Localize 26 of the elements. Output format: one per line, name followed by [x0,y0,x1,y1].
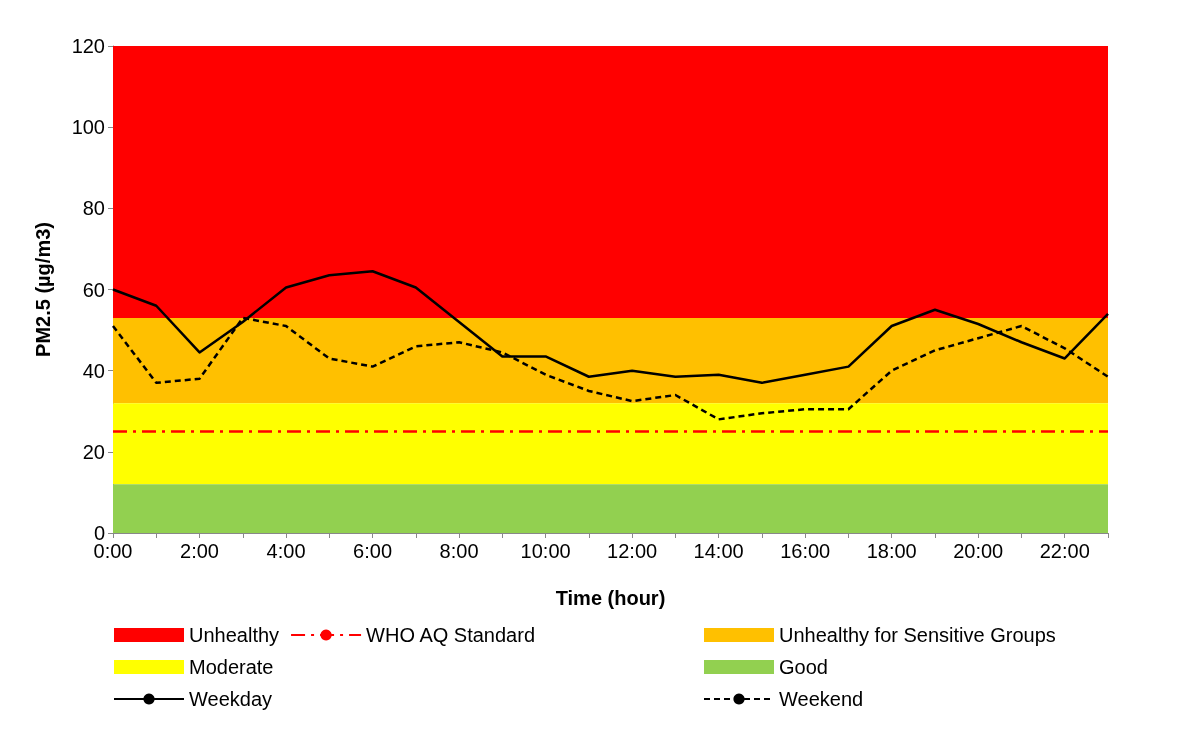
x-tick-label: 16:00 [780,540,831,562]
y-tick-label: 20 [82,440,105,463]
x-axis-title: Time (hour) [555,587,666,609]
x-tick-label: 10:00 [520,540,571,562]
legend-label: Weekday [189,688,273,710]
y-tick-label: 60 [82,278,105,301]
y-tick-label: 80 [82,197,105,220]
x-tick-label: 6:00 [353,540,393,562]
y-tick-label: 40 [82,359,105,382]
legend-label: Weekend [779,688,864,710]
legend-label: Unhealthy for Sensitive Groups [779,624,1056,646]
legend-label: Moderate [189,656,274,678]
y-tick-label: 120 [71,35,105,57]
legend-label: Unhealthy [189,624,280,646]
x-tick-label: 12:00 [607,540,658,562]
x-tick-label: 4:00 [266,540,306,562]
legend-label: WHO AQ Standard [366,624,536,646]
x-tick-label: 18:00 [866,540,917,562]
x-tick-label: 8:00 [439,540,479,562]
y-tick-label: 100 [71,116,105,139]
x-tick-label: 20:00 [953,540,1004,562]
legend-label: Good [779,656,828,678]
y-axis-title: PM2.5 (µg/m3) [32,222,54,357]
x-tick-label: 2:00 [180,540,219,562]
x-tick-label: 14:00 [693,540,744,562]
x-tick-label: 22:00 [1039,540,1090,562]
